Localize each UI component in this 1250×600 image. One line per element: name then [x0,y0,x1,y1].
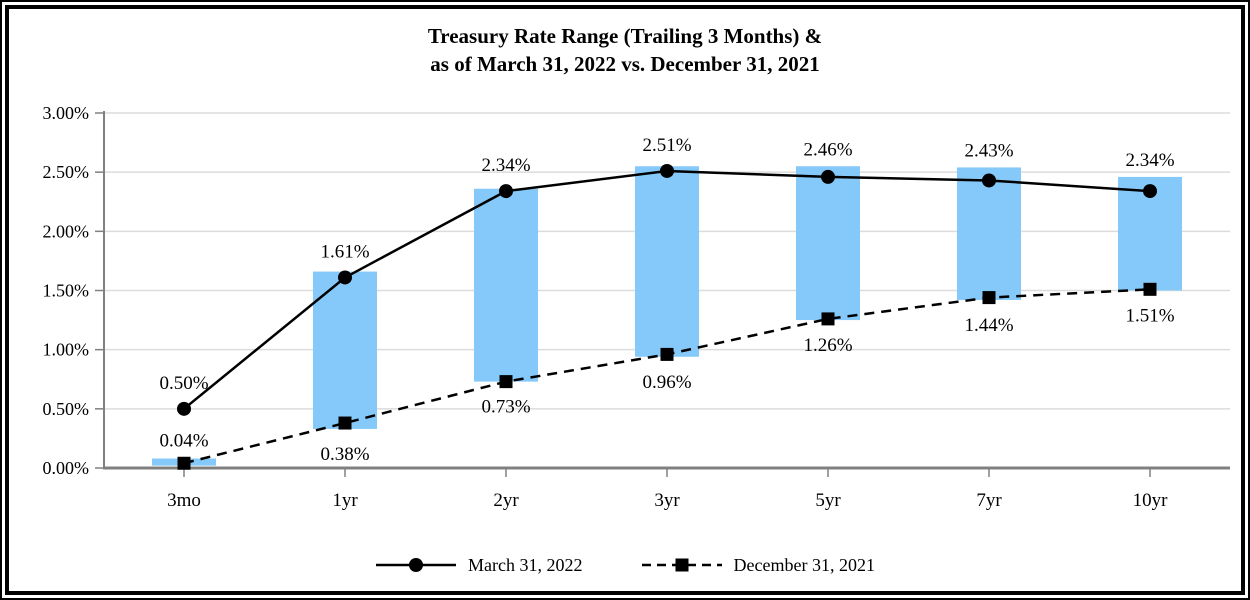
y-axis-tick-label: 1.00% [43,340,90,360]
range-bar [313,271,377,429]
data-label-march-2022: 2.43% [964,140,1013,161]
range-bar [796,166,860,321]
y-axis-tick-label: 1.50% [43,281,90,301]
chart-title-line1: Treasury Rate Range (Trailing 3 Months) … [427,24,823,48]
data-label-december-2021: 0.04% [159,430,208,451]
x-axis-category-label: 10yr [1133,490,1169,511]
square-marker [660,347,674,361]
data-label-march-2022: 2.51% [642,135,691,156]
y-axis-tick-label: 3.00% [43,103,90,123]
x-axis-category-label: 7yr [976,490,1002,511]
chart-title-line2: as of March 31, 2022 vs. December 31, 20… [430,52,820,76]
square-marker [1143,282,1157,296]
circle-marker [177,401,191,416]
data-label-march-2022: 0.50% [159,373,208,394]
data-label-december-2021: 0.38% [320,444,369,465]
chart-canvas: 0.00% 0.50% 1.00% 1.50% 2.00% 2.50% 3.00% 3mo 1y… [43,103,1230,511]
data-label-december-2021: 1.26% [803,335,852,356]
y-axis-tick-label: 2.50% [43,162,90,182]
data-label-march-2022: 2.34% [481,155,530,176]
square-marker [499,375,513,389]
y-axis-tick-label: 2.00% [43,221,90,241]
data-label-december-2021: 0.96% [642,372,691,393]
y-axis-tick-label: 0.50% [43,399,90,419]
x-axis-category-label: 5yr [815,490,841,511]
legend-item-march-2022: March 31, 2022 [375,554,583,576]
x-axis-category-label: 3mo [167,490,201,511]
data-label-december-2021: 0.73% [481,397,530,418]
circle-marker [338,270,352,285]
circle-marker [982,173,996,188]
data-label-december-2021: 1.51% [1125,306,1174,327]
data-label-march-2022: 2.34% [1125,150,1174,171]
data-label-december-2021: 1.44% [964,315,1013,336]
chart-frame: Treasury Rate Range (Trailing 3 Months) … [5,5,1245,595]
x-axis-category-label: 1yr [332,490,358,511]
range-bar [957,167,1021,300]
square-marker [982,291,996,305]
x-axis-category-label: 2yr [493,490,519,511]
circle-marker [499,184,513,199]
circle-marker [821,169,835,184]
legend: March 31, 2022 December 31, 2021 [9,554,1241,576]
circle-marker [660,163,674,178]
data-label-march-2022: 2.46% [803,139,852,160]
range-bar [635,166,699,357]
square-marker [338,416,352,430]
dashed-line-square-marker-icon [641,558,722,572]
y-axis-tick-label: 0.00% [43,458,90,478]
range-bar [474,188,538,382]
chart-title: Treasury Rate Range (Trailing 3 Months) … [9,22,1241,78]
data-label-march-2022: 1.61% [320,241,369,262]
legend-label-march-2022: March 31, 2022 [468,554,583,575]
circle-marker [1143,184,1157,199]
square-marker [821,312,835,326]
legend-item-december-2021: December 31, 2021 [641,554,875,576]
solid-line-circle-marker-icon [376,558,457,572]
legend-label-december-2021: December 31, 2021 [733,554,875,575]
x-axis-category-label: 3yr [654,490,680,511]
square-marker [177,456,191,470]
